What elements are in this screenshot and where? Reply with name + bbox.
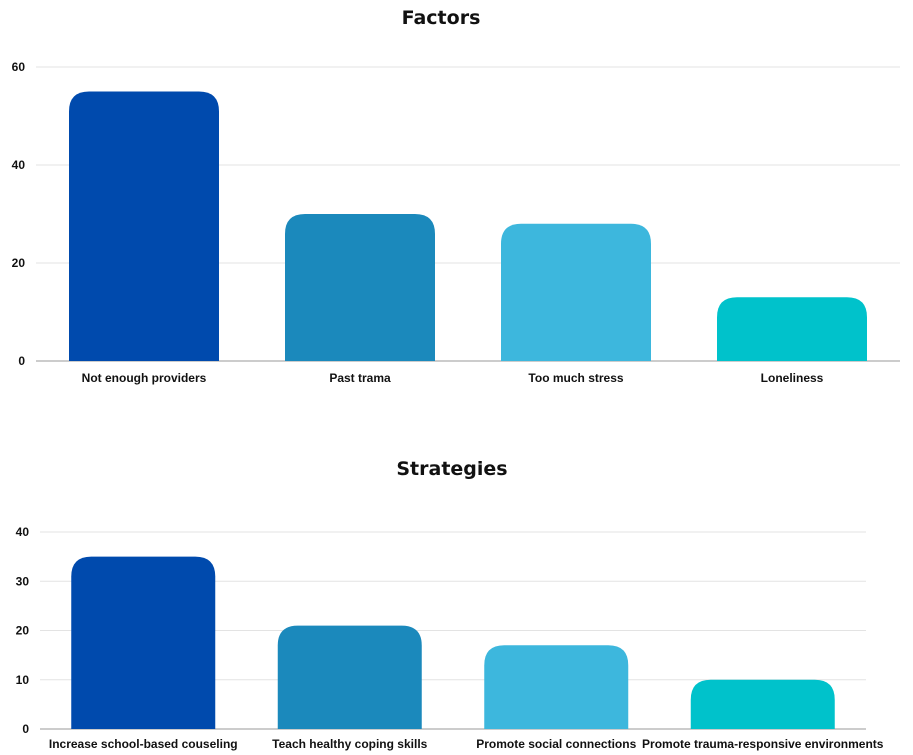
y-tick-label: 60: [12, 60, 26, 74]
y-tick-label: 40: [12, 158, 26, 172]
chart-title: Factors: [402, 7, 481, 29]
x-tick-label: Loneliness: [761, 371, 824, 385]
chart-title: Strategies: [396, 458, 507, 480]
y-tick-label: 20: [16, 624, 30, 638]
y-tick-label: 30: [16, 574, 30, 588]
factors-chart: Factors 0 20 40 60 Not enough providers Past…: [12, 7, 900, 385]
bars: [71, 556, 835, 729]
bar: [690, 679, 835, 729]
strategies-chart: Strategies 0 10 20 30 40 Increase school-bas…: [16, 458, 884, 751]
x-tick-label: Too much stress: [528, 371, 623, 385]
y-tick-label: 0: [22, 722, 29, 736]
bar: [69, 91, 219, 361]
y-tick-label: 10: [16, 673, 30, 687]
bar: [717, 297, 867, 361]
y-tick-label: 40: [16, 525, 30, 539]
x-tick-label: Past trama: [329, 371, 391, 385]
bar: [501, 223, 651, 361]
bar: [285, 214, 435, 361]
bar: [277, 625, 422, 729]
x-tick-label: Increase school-based couseling: [49, 737, 238, 751]
y-tick-label: 20: [12, 256, 26, 270]
x-tick-labels: Increase school-based couseling Teach hea…: [49, 737, 884, 751]
x-tick-label: Not enough providers: [82, 371, 207, 385]
bar: [484, 645, 629, 729]
y-tick-label: 0: [18, 354, 25, 368]
y-tick-labels: 0 20 40 60: [12, 60, 26, 368]
y-tick-labels: 0 10 20 30 40: [16, 525, 30, 736]
x-tick-label: Promote social connections: [476, 737, 636, 751]
bars: [69, 91, 867, 361]
x-tick-label: Teach healthy coping skills: [272, 737, 427, 751]
bar: [71, 556, 216, 729]
x-tick-label: Promote trauma-responsive environments: [642, 737, 884, 751]
x-tick-labels: Not enough providers Past trama Too much s…: [82, 371, 824, 385]
